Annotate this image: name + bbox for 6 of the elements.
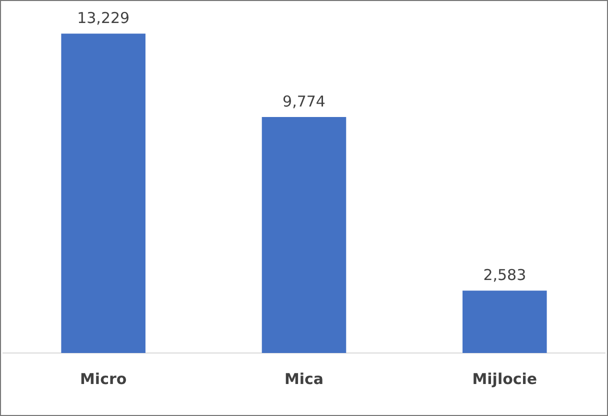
x-tick-label: Mica (284, 370, 324, 388)
data-label: 13,229 (77, 9, 130, 28)
data-label: 2,583 (483, 266, 526, 284)
x-tick-label: Mijlocie (472, 370, 538, 388)
data-label: 9,774 (282, 92, 326, 110)
x-tick-label: Micro (80, 370, 127, 388)
